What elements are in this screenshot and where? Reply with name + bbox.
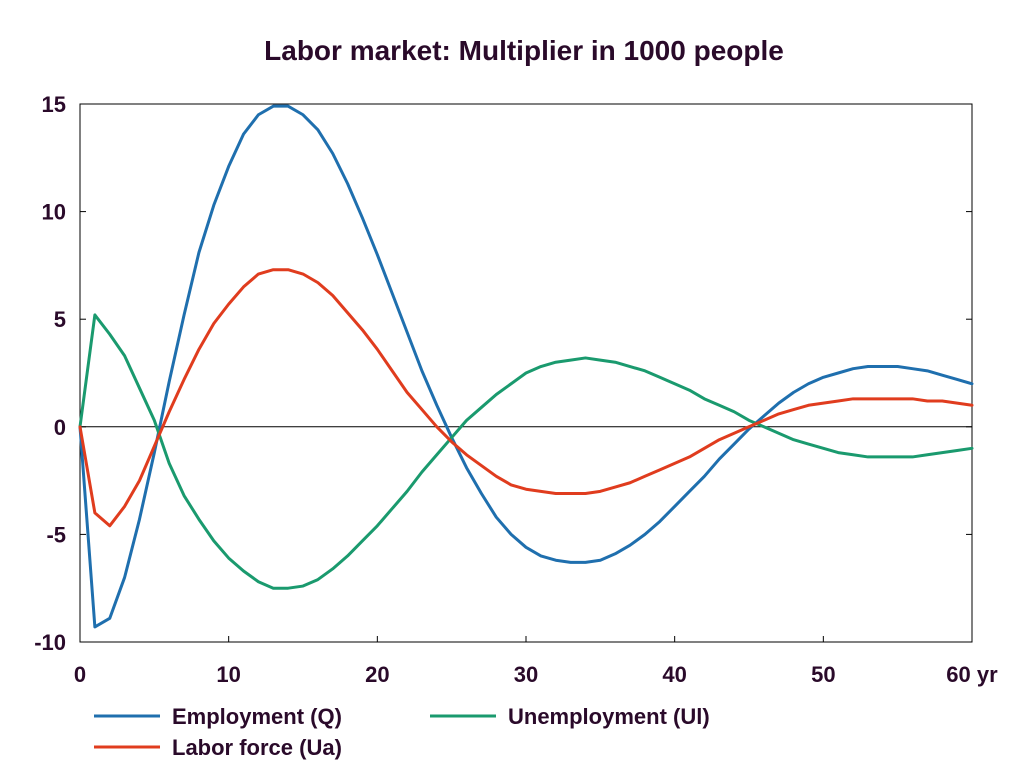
y-tick-label: -5: [46, 522, 66, 547]
x-tick-label: 60 yr: [946, 662, 998, 687]
legend-label-2: Labor force (Ua): [172, 735, 342, 760]
x-tick-label: 50: [811, 662, 835, 687]
series-line-1: [78, 313, 974, 590]
y-tick-label: -10: [34, 630, 66, 655]
series-line-2: [78, 268, 974, 528]
y-tick-label: 15: [42, 92, 66, 117]
legend-label-0: Employment (Q): [172, 704, 342, 729]
x-tick-label: 30: [514, 662, 538, 687]
y-tick-label: 5: [54, 307, 66, 332]
legend-label-1: Unemployment (Ul): [508, 704, 710, 729]
series-line-0: [78, 104, 974, 629]
chart-title: Labor market: Multiplier in 1000 people: [264, 35, 784, 66]
x-tick-label: 0: [74, 662, 86, 687]
x-tick-label: 10: [216, 662, 240, 687]
y-tick-label: 10: [42, 200, 66, 225]
x-tick-label: 20: [365, 662, 389, 687]
x-tick-label: 40: [662, 662, 686, 687]
y-tick-label: 0: [54, 415, 66, 440]
